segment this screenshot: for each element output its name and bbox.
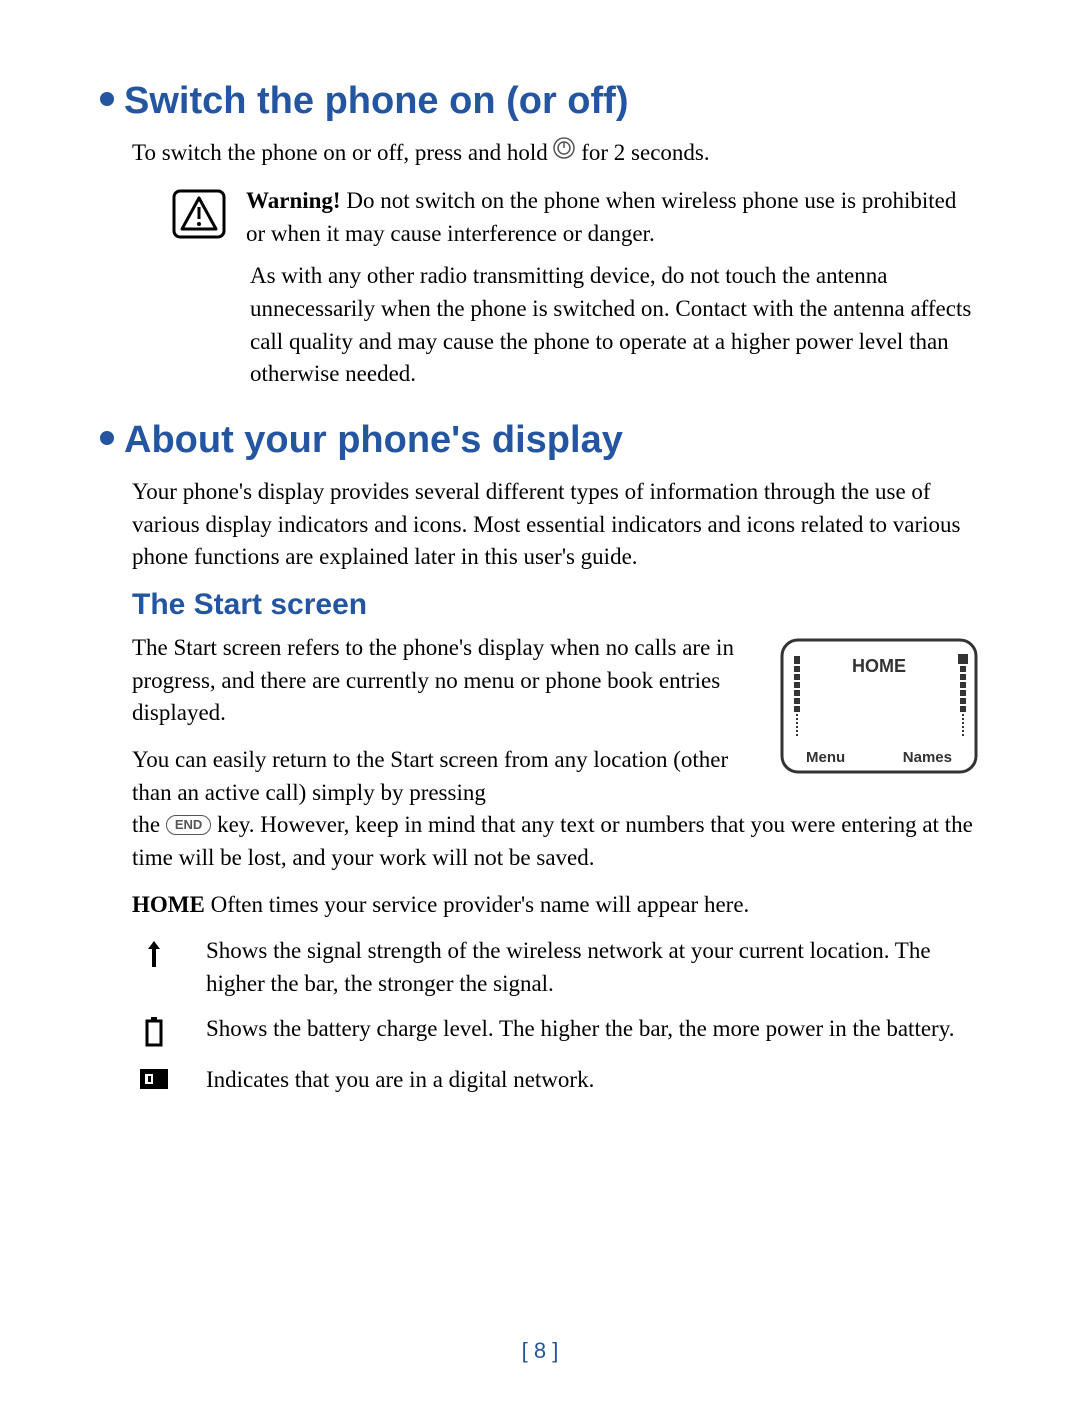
start-screen-row: The Start screen refers to the phone's d… <box>100 632 980 809</box>
warning-triangle-icon <box>172 189 226 244</box>
heading-about-display: About your phone's display <box>100 419 980 462</box>
start-p3: the END key. However, keep in mind that … <box>100 809 980 874</box>
heading-text: About your phone's display <box>124 419 623 461</box>
page-number: [ 8 ] <box>0 1338 1080 1364</box>
svg-text:Menu: Menu <box>806 749 845 766</box>
signal-strength-icon <box>138 935 170 974</box>
phone-screen-illustration: HOME Menu Names <box>778 636 980 781</box>
icon-row-digital: Indicates that you are in a digital netw… <box>100 1064 980 1097</box>
heading-text: Switch the phone on (or off) <box>124 80 628 122</box>
bullet-icon <box>100 92 114 106</box>
start-p1: The Start screen refers to the phone's d… <box>132 632 758 730</box>
antenna-paragraph: As with any other radio transmitting dev… <box>100 260 980 391</box>
end-key-icon: END <box>166 815 211 835</box>
power-button-icon <box>553 136 575 169</box>
battery-desc: Shows the battery charge level. The high… <box>206 1013 980 1046</box>
home-line: HOME Often times your service provider's… <box>100 889 980 922</box>
display-intro: Your phone's display provides several di… <box>100 476 980 574</box>
warning-text: Warning! Do not switch on the phone when… <box>246 185 980 250</box>
icon-row-signal: Shows the signal strength of the wireles… <box>100 935 980 1000</box>
digital-desc: Indicates that you are in a digital netw… <box>206 1064 980 1097</box>
bullet-icon <box>100 431 114 445</box>
signal-desc: Shows the signal strength of the wireles… <box>206 935 980 1000</box>
svg-text:Names: Names <box>903 749 952 766</box>
icon-row-battery: Shows the battery charge level. The high… <box>100 1013 980 1052</box>
warning-block: Warning! Do not switch on the phone when… <box>100 185 980 250</box>
svg-text:HOME: HOME <box>852 656 906 676</box>
digital-network-icon <box>138 1064 170 1095</box>
battery-level-icon <box>138 1013 170 1052</box>
start-p2: You can easily return to the Start scree… <box>132 744 758 809</box>
subheading-start-screen: The Start screen <box>100 588 980 622</box>
heading-switch-phone: Switch the phone on (or off) <box>100 80 980 123</box>
intro-paragraph: To switch the phone on or off, press and… <box>100 137 980 171</box>
